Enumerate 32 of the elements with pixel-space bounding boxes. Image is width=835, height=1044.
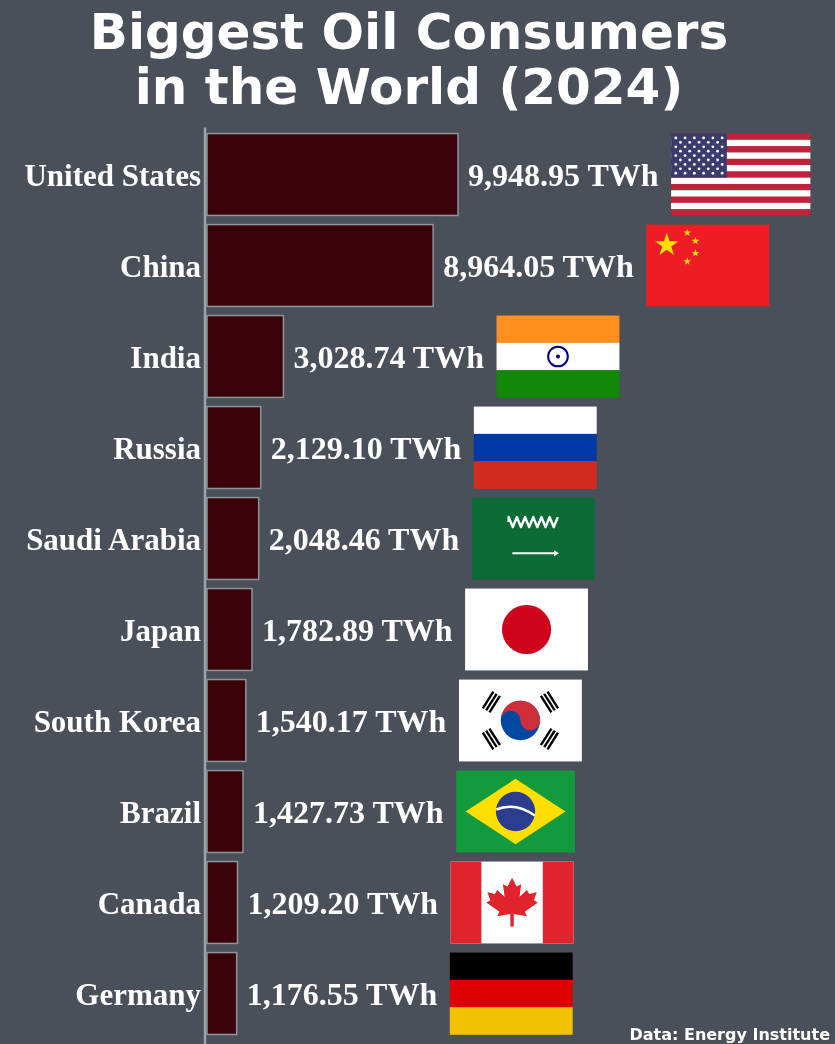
bar [206, 951, 238, 1036]
y-tick-label: Canada [97, 885, 202, 921]
y-tick-label: Japan [120, 612, 201, 648]
y-tick-label: Brazil [120, 794, 202, 830]
bar [206, 132, 459, 217]
data-label: 1,209.20 TWh [247, 884, 439, 921]
y-tick-label: Russia [113, 430, 202, 466]
bar [206, 769, 244, 854]
chart-title: Biggest Oil Consumers in the World (2024) [89, 3, 729, 116]
data-label: 8,964.05 TWh [443, 247, 634, 284]
y-tick-label: United States [24, 157, 201, 193]
y-tick-label: China [120, 248, 202, 284]
data-label: 3,028.74 TWh [293, 338, 485, 375]
data-label: 2,048.46 TWh [268, 520, 460, 557]
data-label: 1,427.73 TWh [253, 793, 444, 830]
bar [206, 314, 285, 399]
bar [206, 496, 260, 581]
data-label: 1,540.17 TWh [255, 702, 447, 739]
bar [206, 223, 434, 308]
y-tick-label: South Korea [33, 703, 202, 739]
y-tick-label: Saudi Arabia [26, 521, 202, 557]
data-label: 9,948.95 TWh [468, 156, 659, 193]
text: Data: Energy Institute [629, 1025, 831, 1044]
bar [206, 678, 247, 763]
y-tick-label: India [130, 339, 202, 375]
data-label: 1,176.55 TWh [246, 975, 438, 1012]
y-tick-label: Germany [75, 976, 202, 1012]
bar [206, 405, 262, 490]
data-label: 2,129.10 TWh [270, 429, 462, 466]
bar [206, 860, 239, 945]
bar [206, 587, 253, 672]
data-label: 1,782.89 TWh [261, 611, 453, 648]
